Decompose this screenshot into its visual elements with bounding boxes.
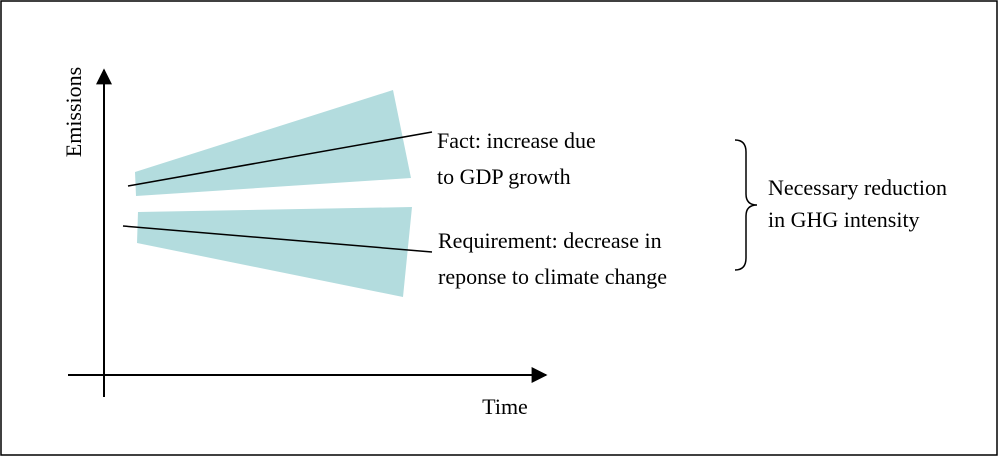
annotation-line: Requirement: decrease in	[438, 228, 662, 253]
requirement-pointer	[122, 225, 433, 253]
annotation-line: to GDP growth	[437, 164, 571, 189]
increase-band	[135, 90, 411, 196]
decrease-band	[137, 207, 412, 297]
fact-pointer	[127, 131, 433, 187]
annotation-line: reponse to climate change	[438, 264, 667, 289]
x-axis-label: Time	[482, 394, 528, 419]
brace	[734, 139, 758, 271]
brace-label-line: Necessary reduction	[768, 175, 947, 200]
annotation-line: Fact: increase due	[437, 128, 596, 153]
brace-label-line: in GHG intensity	[768, 207, 920, 232]
y-axis-label: Emissions	[61, 67, 86, 157]
